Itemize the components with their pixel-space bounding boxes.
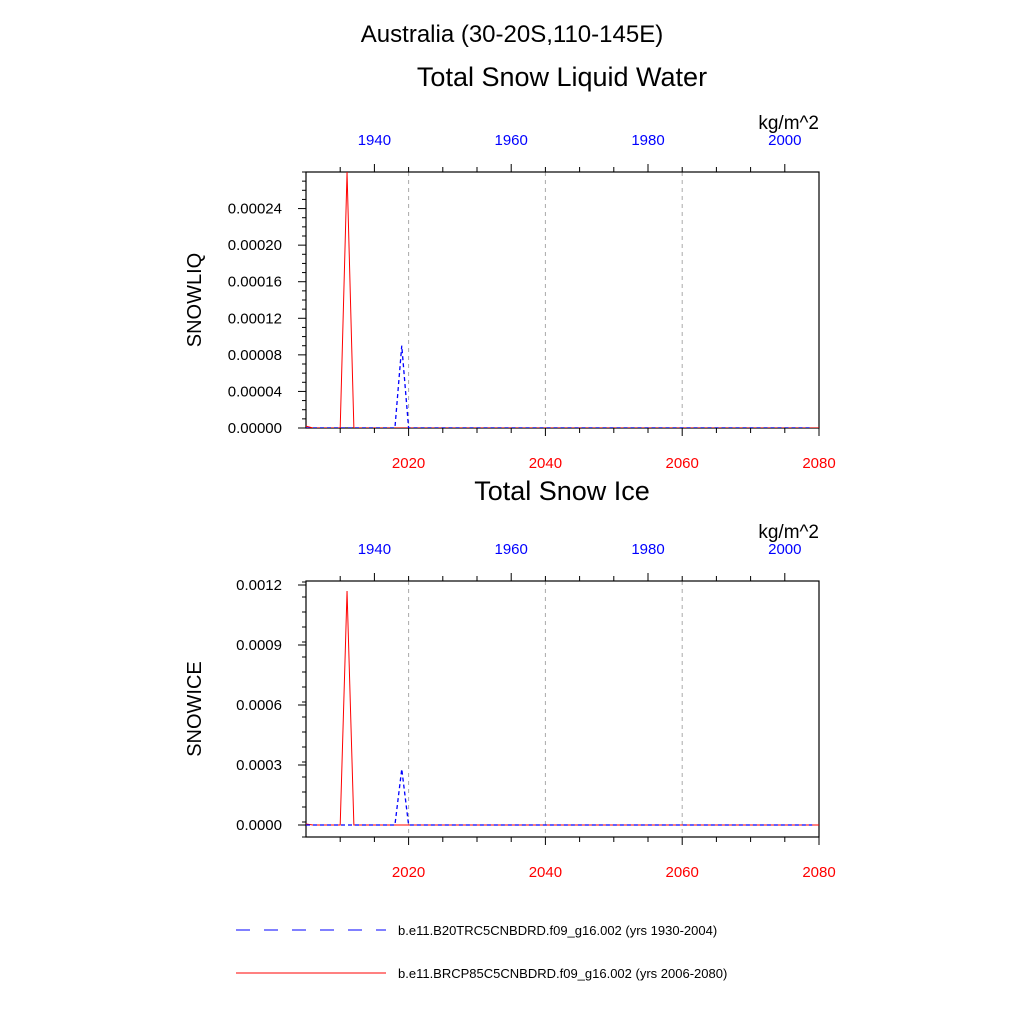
plot-frame bbox=[305, 171, 820, 429]
y-axis-label: SNOWLIQ bbox=[184, 253, 206, 347]
x-top-tick-label: 2000 bbox=[768, 541, 801, 558]
y-tick-label: 0.0003 bbox=[236, 757, 282, 774]
y-tick-label: 0.00008 bbox=[228, 347, 282, 364]
series-line-historical bbox=[306, 768, 813, 826]
x-bottom-tick-label: 2080 bbox=[802, 864, 835, 881]
y-tick-label: 0.00000 bbox=[228, 420, 282, 437]
legend: b.e11.B20TRC5CNBDRD.f09_g16.002 (yrs 193… bbox=[236, 923, 727, 981]
y-tick-label: 0.00016 bbox=[228, 274, 282, 291]
x-top-tick-label: 1960 bbox=[495, 132, 528, 149]
x-bottom-tick-label: 2020 bbox=[392, 864, 425, 881]
series-line-projection bbox=[306, 590, 819, 826]
x-top-tick-label: 2000 bbox=[768, 132, 801, 149]
x-top-tick-label: 1980 bbox=[631, 541, 664, 558]
x-top-tick-label: 1940 bbox=[358, 541, 391, 558]
y-tick-label: 0.00024 bbox=[228, 201, 282, 218]
y-tick-label: 0.00020 bbox=[228, 237, 282, 254]
units-label: kg/m^2 bbox=[758, 522, 819, 543]
units-label: kg/m^2 bbox=[758, 113, 819, 134]
x-bottom-tick-label: 2080 bbox=[802, 455, 835, 472]
legend-label: b.e11.BRCP85C5CNBDRD.f09_g16.002 (yrs 20… bbox=[398, 966, 727, 981]
x-top-tick-label: 1960 bbox=[495, 541, 528, 558]
main-title: Australia (30-20S,110-145E) bbox=[361, 21, 663, 48]
x-bottom-tick-label: 2060 bbox=[666, 455, 699, 472]
y-tick-label: 0.0006 bbox=[236, 697, 282, 714]
chart-panels: Total Snow Liquid Water kg/m^2 2020 2040 206… bbox=[184, 62, 836, 881]
legend-label: b.e11.B20TRC5CNBDRD.f09_g16.002 (yrs 193… bbox=[398, 923, 717, 938]
x-top-tick-label: 1940 bbox=[358, 132, 391, 149]
x-bottom-tick-label: 2060 bbox=[666, 864, 699, 881]
y-tick-label: 0.0012 bbox=[236, 577, 282, 594]
y-tick-label: 0.0009 bbox=[236, 637, 282, 654]
chart-panel-1: Total Snow Liquid Water kg/m^2 2020 2040 206… bbox=[184, 62, 836, 472]
x-bottom-tick-label: 2040 bbox=[529, 864, 562, 881]
y-tick-label: 0.0000 bbox=[236, 817, 282, 834]
chart-title: Total Snow Ice bbox=[474, 476, 650, 506]
y-axis-label: SNOWICE bbox=[184, 661, 206, 757]
chart-title: Total Snow Liquid Water bbox=[417, 62, 707, 92]
x-bottom-tick-label: 2040 bbox=[529, 455, 562, 472]
x-top-tick-label: 1980 bbox=[631, 132, 664, 149]
series-line-projection bbox=[306, 172, 819, 428]
series-line-historical bbox=[306, 345, 813, 428]
y-tick-label: 0.00004 bbox=[228, 383, 282, 400]
y-tick-label: 0.00012 bbox=[228, 310, 282, 327]
x-bottom-tick-label: 2020 bbox=[392, 455, 425, 472]
plot-frame bbox=[305, 580, 820, 838]
chart-panel-2: Total Snow Ice kg/m^2 2020 2040 2060 2080 1940… bbox=[184, 476, 836, 881]
